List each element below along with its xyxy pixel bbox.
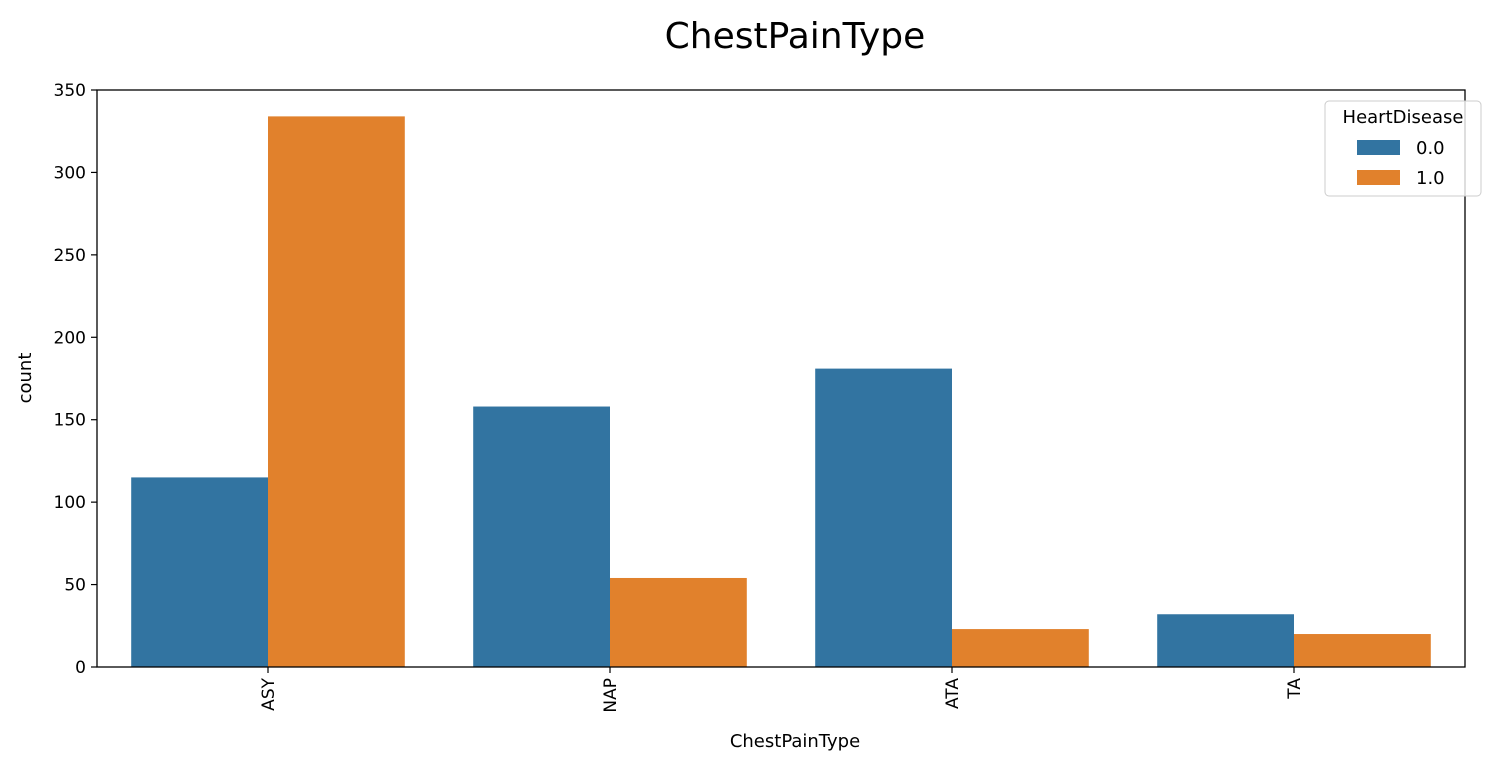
bar-ata-series-1 (952, 629, 1089, 667)
y-tick-label: 300 (54, 163, 86, 183)
legend-swatch-0 (1357, 140, 1400, 155)
y-tick-label: 0 (75, 658, 86, 678)
bar-nap-series-1 (610, 577, 747, 667)
legend-title: HeartDisease (1343, 107, 1464, 128)
y-tick-label: 50 (64, 576, 86, 596)
bar-nap-series-0 (473, 406, 610, 667)
bar-asy-series-0 (131, 477, 268, 667)
bar-asy-series-1 (268, 116, 405, 667)
x-tick-label-ta: TA (1285, 678, 1305, 700)
legend: HeartDisease 0.0 1.0 (1324, 100, 1482, 197)
legend-label-0: 0.0 (1416, 138, 1445, 159)
y-axis: 0 50 100 150 200 250 300 350 (54, 81, 97, 678)
y-axis-label: count (15, 353, 36, 404)
plot-frame (96, 89, 1466, 668)
bar-ta-series-1 (1294, 634, 1431, 667)
x-tick-label-asy: ASY (259, 677, 279, 710)
y-tick-label: 100 (54, 493, 86, 513)
bars-group (131, 116, 1431, 667)
y-tick-label: 250 (54, 246, 86, 266)
x-axis: ASY NAP ATA TA (259, 667, 1305, 713)
legend-swatch-1 (1357, 170, 1400, 185)
chart-title: ChestPainType (665, 16, 926, 57)
x-tick-label-ata: ATA (943, 678, 963, 709)
y-tick-label: 350 (54, 81, 86, 101)
legend-label-1: 1.0 (1416, 168, 1445, 189)
y-tick-label: 150 (54, 411, 86, 431)
x-axis-label: ChestPainType (730, 731, 860, 752)
x-tick-label-nap: NAP (601, 678, 621, 713)
bar-ata-series-0 (815, 368, 952, 667)
bar-ta-series-0 (1157, 614, 1294, 667)
y-tick-label: 200 (54, 328, 86, 348)
